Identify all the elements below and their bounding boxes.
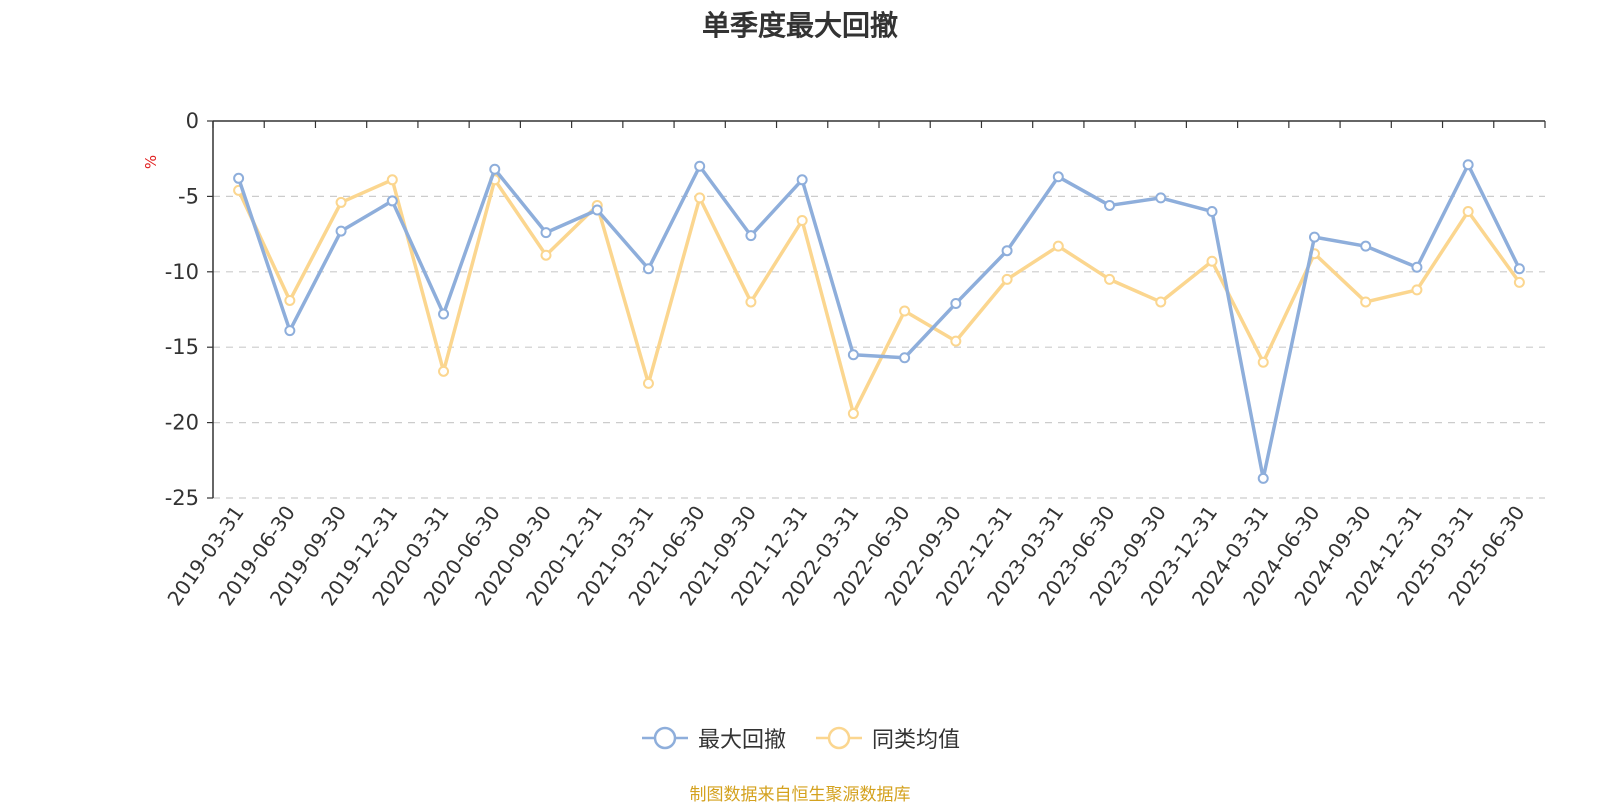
data-point [489,163,501,175]
data-point [694,192,706,204]
data-point [1411,261,1423,273]
legend: 最大回撤 同类均值 [0,722,1600,754]
data-point [386,174,398,186]
data-point [1360,296,1372,308]
y-axis-unit-label: % [142,155,160,169]
data-point [284,294,296,306]
data-point [591,204,603,216]
series-line-1 [236,162,1521,481]
data-point [540,227,552,239]
series-line-2 [237,178,1521,416]
legend-marker [827,726,851,750]
data-point [438,308,450,320]
data-point [1308,231,1320,243]
data-point [386,195,398,207]
y-tick-label: -15 [165,335,199,359]
data-point [796,174,808,186]
data-point [694,160,706,172]
data-point [540,249,552,261]
data-point [1462,205,1474,217]
legend-label: 最大回撤 [697,728,786,753]
y-tick-label: -25 [165,486,199,510]
data-point [1155,192,1167,204]
legend-marker [653,726,677,750]
data-point [1206,205,1218,217]
data-point [1513,263,1525,275]
data-point [438,365,450,377]
legend-item-1[interactable]: 最大回撤 [640,722,786,754]
series-layer [233,159,1525,484]
legend-item-2[interactable]: 同类均值 [814,722,960,754]
data-point [899,352,911,364]
y-tick-label: -5 [178,184,199,208]
y-tick-label: -10 [165,260,199,284]
data-point [1001,273,1013,285]
data-point [335,196,347,208]
data-point [847,349,859,361]
data-point [1462,159,1474,171]
y-tick-label: 0 [186,109,199,133]
data-point [1206,255,1218,267]
data-point [950,335,962,347]
y-tick-label: -20 [165,411,199,435]
data-point [284,325,296,337]
source-note: 制图数据来自恒生聚源数据库 [689,785,911,805]
data-point [745,230,757,242]
data-point [1513,276,1525,288]
legend-label: 同类均值 [872,728,961,753]
data-point [1052,171,1064,183]
legend-symbol [641,726,688,750]
data-point [1257,356,1269,368]
chart-title: 单季度最大回撤 [701,9,898,42]
data-point [1052,240,1064,252]
data-point [745,296,757,308]
data-point [950,297,962,309]
data-point [796,215,808,227]
data-point [1360,240,1372,252]
legend-symbol [816,726,862,750]
data-point [847,408,859,420]
data-point [1104,199,1116,211]
data-point [1001,245,1013,257]
data-point [642,263,654,275]
data-point [335,225,347,237]
data-point [1257,472,1269,484]
data-point [642,377,654,389]
data-point [233,172,245,184]
grid-lines [213,195,1545,499]
data-point [1155,296,1167,308]
data-point [899,305,911,317]
data-point [1411,284,1423,296]
data-point [1104,273,1116,285]
